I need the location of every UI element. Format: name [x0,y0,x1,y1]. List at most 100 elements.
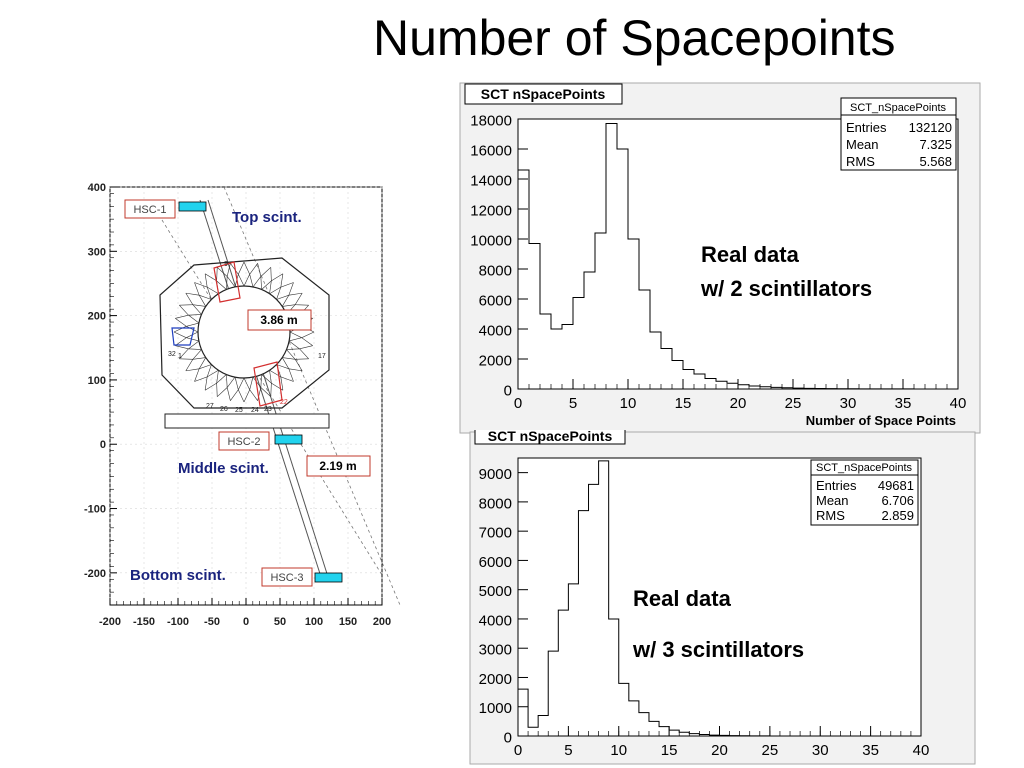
histogram-bin [617,149,628,389]
histogram-bin [595,233,606,389]
histogram-bin [551,329,562,389]
x-tick-label: 40 [913,742,930,759]
module-number: 26 [220,406,228,413]
detector-x-tick-label: 50 [274,616,286,628]
detector-x-tick-label: 150 [339,616,357,628]
annotation-line-2: w/ 3 scintillators [632,637,804,662]
x-tick-label: 30 [840,395,857,412]
histogram-bin [659,727,669,736]
bottom-scint-label: Bottom scint. [130,567,226,584]
stats-name: SCT_nSpacePoints [850,102,946,114]
x-tick-label: 10 [620,395,637,412]
histogram-bin [639,713,649,736]
detector-x-tick-label: 100 [305,616,323,628]
stats-label: RMS [816,508,845,523]
stats-value: 6.706 [881,493,914,508]
y-tick-label: 5000 [479,583,512,600]
histogram-bin [669,730,679,736]
y-tick-label: 16000 [470,143,512,160]
module-blue [171,327,195,346]
histogram-bin [727,383,738,389]
histogram-bin [568,584,578,736]
x-tick-label: 10 [610,742,627,759]
detector-y-tick-label: 400 [88,182,106,194]
sct-module [243,261,258,275]
histogram-bin [528,727,538,736]
x-tick-label: 20 [711,742,728,759]
sct-module [204,382,218,397]
histogram-bin [694,374,705,389]
stats-box [840,97,957,171]
stats-label: Mean [816,493,849,508]
histogram-bin [609,619,619,736]
module-number: 1 [178,353,182,360]
module-number: 32 [168,351,176,358]
dimension-box [306,455,371,477]
detector-y-tick-label: 200 [88,311,106,323]
x-tick-label: 5 [564,742,572,759]
histogram-bin [548,651,558,736]
acceptance-line [161,219,383,576]
histogram-bin [599,461,609,736]
y-tick-label: 8000 [479,263,512,280]
sct-module [217,386,231,401]
detector-x-tick-label: -50 [204,616,220,628]
histogram-bin [749,386,760,389]
histogram-bin [584,272,595,389]
histogram-svg-1: SCT nSpacePoints 0 5 10 15 20 25 30 35 40 0 2000 4… [459,82,981,434]
module-number: 17 [318,353,326,360]
y-tick-label: 7000 [479,525,512,542]
y-tick-label: 8000 [479,495,512,512]
histogram-bin [705,379,716,390]
histogram-bin [649,721,659,736]
module-number: 24 [251,407,259,414]
y-tick-label: 18000 [470,113,512,130]
sct-module [217,263,231,278]
dimension-label: 3.86 m [260,313,297,327]
module-number: 23 [264,406,272,413]
sct-module [194,376,208,391]
hit-module-bottom [253,361,283,407]
hsc-tag-2-label: HSC-2 [227,436,260,448]
detector-x-tick-label: -200 [99,616,121,628]
detector-x-tick-label: 200 [373,616,391,628]
stats-value: 5.568 [919,154,952,169]
sct-module [294,358,309,372]
sct-module [230,389,245,403]
histogram-outline [517,123,959,390]
stats-value: 2.859 [881,508,914,523]
support-bar [164,413,330,429]
histogram-bin [518,689,528,736]
x-tick-label: 0 [514,742,522,759]
histogram-bin [782,388,793,389]
sct-module [288,282,303,296]
sct-module [175,345,190,359]
sct-inner-ring [197,285,291,379]
stats-box [810,459,919,526]
histogram-bin [661,349,672,390]
scintillator-middle [274,434,303,445]
histogram-bin [672,361,683,390]
x-tick-label: 20 [730,395,747,412]
sct-module [257,263,271,278]
sct-module [230,261,245,275]
y-tick-label: 1000 [479,700,512,717]
histogram-bin [589,484,599,736]
x-tick-label: 40 [950,395,967,412]
stats-label: Entries [816,478,857,493]
x-tick-label: 25 [762,742,779,759]
sct-module [179,292,194,306]
histogram-svg-2: SCT nSpacePoints 0 5 10 15 20 25 30 35 40 0 1000 2… [469,430,976,765]
histogram-bin [793,388,804,389]
hsc-tag-2 [218,431,270,451]
histogram-bin [771,387,782,389]
x-axis-title: Number of Space Points [806,413,956,428]
y-tick-label: 9000 [479,466,512,483]
y-tick-label: 6000 [479,554,512,571]
histogram-bin [573,298,584,390]
detector-y-tick-label: 0 [100,439,106,451]
hsc-tag-1-label: HSC-1 [133,204,166,216]
detector-x-tick-label: -150 [133,616,155,628]
detector-y-tick-label: 300 [88,246,106,258]
histogram-bin [540,314,551,389]
